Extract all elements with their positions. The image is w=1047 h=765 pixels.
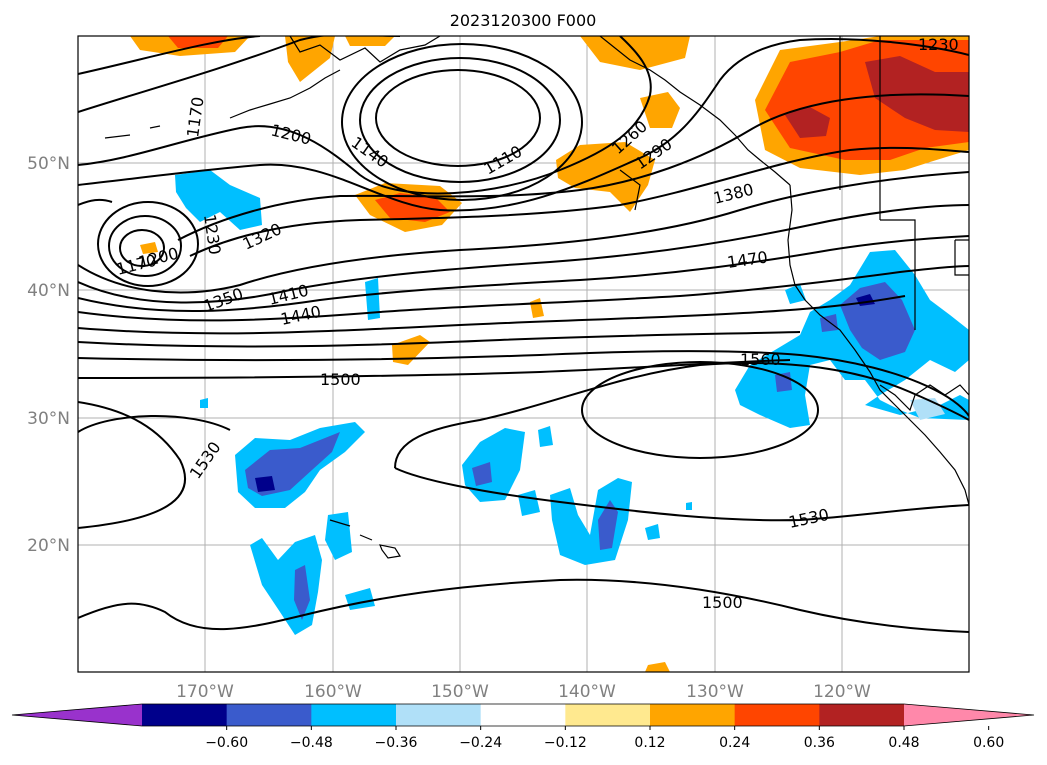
colorbar: −0.60 −0.48 −0.36 −0.24 −0.12 0.12 0.24 0.36 0.4…: [11, 703, 1035, 751]
colorbar-segment: [396, 704, 482, 726]
state-border: [954, 239, 969, 276]
lat-label: 20°N: [27, 536, 70, 556]
colorbar-tick-label: −0.36: [375, 735, 418, 751]
fill-patch: [645, 662, 670, 672]
contour-line: [78, 204, 969, 304]
coastline: [104, 125, 161, 139]
colorbar-tick-label: −0.12: [544, 735, 587, 751]
contour-label: 1230: [918, 35, 959, 54]
fill-patch: [556, 142, 655, 212]
colorbar-tick-label: 0.36: [804, 735, 835, 751]
colorbar-segment: [142, 704, 228, 726]
fill-patch: [785, 284, 806, 304]
colorbar-tick-label: 0.24: [719, 735, 750, 751]
colorbar-tick-label: 0.12: [634, 735, 665, 751]
fill-patch: [255, 476, 275, 492]
contour-label: 1500: [702, 593, 743, 612]
contour-line: [189, 146, 969, 257]
lon-label: 120°W: [813, 682, 871, 702]
colorbar-extend-high: [904, 704, 1034, 726]
contour-line: [78, 36, 400, 113]
colorbar-segment: [480, 704, 566, 726]
coastline: [229, 69, 341, 119]
contour-line: [78, 198, 113, 206]
colorbar-outline: [11, 703, 1035, 727]
fill-patch: [294, 565, 310, 620]
plot-area: 1230 1170 1200 1140 1110 1260 1290 1380 …: [78, 35, 969, 672]
colorbar-segment: [734, 704, 820, 726]
contour-line: [108, 215, 182, 277]
contour-line: [78, 414, 231, 433]
colorbar-segment: [565, 704, 651, 726]
contour-line: [78, 36, 652, 195]
contour-line: [581, 361, 819, 459]
lon-label: 130°W: [686, 682, 744, 702]
lat-label: 40°N: [27, 281, 70, 301]
contour-line: [394, 467, 969, 522]
fill-patch: [140, 242, 158, 254]
lat-label: 50°N: [27, 154, 70, 174]
fill-patch: [472, 462, 492, 486]
contour-line: [78, 38, 969, 212]
contour-line: [119, 229, 165, 267]
contour-line: [78, 265, 969, 322]
contour-label: 1560: [740, 350, 781, 369]
hawaii-islands: [329, 519, 401, 559]
colorbar-segment: [311, 704, 397, 726]
fill-patch: [735, 250, 969, 428]
fill-patch: [686, 502, 692, 510]
colorbar-tick-label: −0.48: [290, 735, 333, 751]
contour-line: [78, 171, 969, 294]
contour-line: [78, 295, 906, 335]
lon-label: 170°W: [176, 682, 234, 702]
coastline: [879, 384, 969, 412]
latitude-labels: 50°N 40°N 30°N 20°N: [27, 154, 70, 556]
contour-line: [78, 36, 261, 75]
contour-line: [359, 57, 561, 183]
fill-patch: [345, 36, 395, 46]
fill-patch: [168, 36, 228, 48]
coastline: [289, 36, 441, 63]
map-frame: [77, 35, 970, 673]
contour-line: [78, 401, 186, 529]
lon-label: 150°W: [431, 682, 489, 702]
lon-label: 160°W: [304, 682, 362, 702]
contour-line: [394, 362, 969, 469]
fill-patch: [200, 398, 208, 408]
contour-line: [97, 201, 199, 287]
contour-line: [78, 578, 969, 633]
colorbar-segment: [650, 704, 736, 726]
colorbar-segment: [226, 704, 312, 726]
coastline: [787, 184, 969, 506]
fill-patch: [538, 426, 553, 447]
contour-line: [78, 350, 969, 417]
state-border: [839, 36, 916, 330]
fill-patch: [645, 524, 660, 540]
lon-label: 140°W: [558, 682, 616, 702]
colorbar-tick-label: −0.24: [459, 735, 502, 751]
contour-line: [341, 43, 583, 201]
contour-line: [78, 235, 969, 312]
map-title: 2023120300 F000: [450, 11, 597, 30]
fill-patch: [785, 106, 830, 138]
colorbar-segment: [819, 704, 905, 726]
contour-line: [78, 331, 801, 348]
colorbar-tick-label: −0.60: [205, 735, 248, 751]
fill-patch: [775, 372, 792, 392]
contour-line: [177, 93, 969, 241]
contour-line: [375, 69, 541, 167]
contour-label: 1500: [320, 370, 361, 389]
colorbar-tick-label: 0.48: [888, 735, 919, 751]
height-contours: [78, 36, 969, 633]
colorbar-extend-low: [12, 704, 142, 726]
fill-patch: [365, 278, 380, 320]
lat-label: 30°N: [27, 409, 70, 429]
fill-patch: [640, 92, 680, 128]
fill-patch: [580, 36, 690, 70]
longitude-labels: 170°W 160°W 150°W 140°W 130°W 120°W: [176, 682, 871, 702]
coastline: [599, 36, 791, 186]
colorbar-tick-label: 0.60: [973, 735, 1004, 751]
fill-patch: [598, 500, 618, 550]
